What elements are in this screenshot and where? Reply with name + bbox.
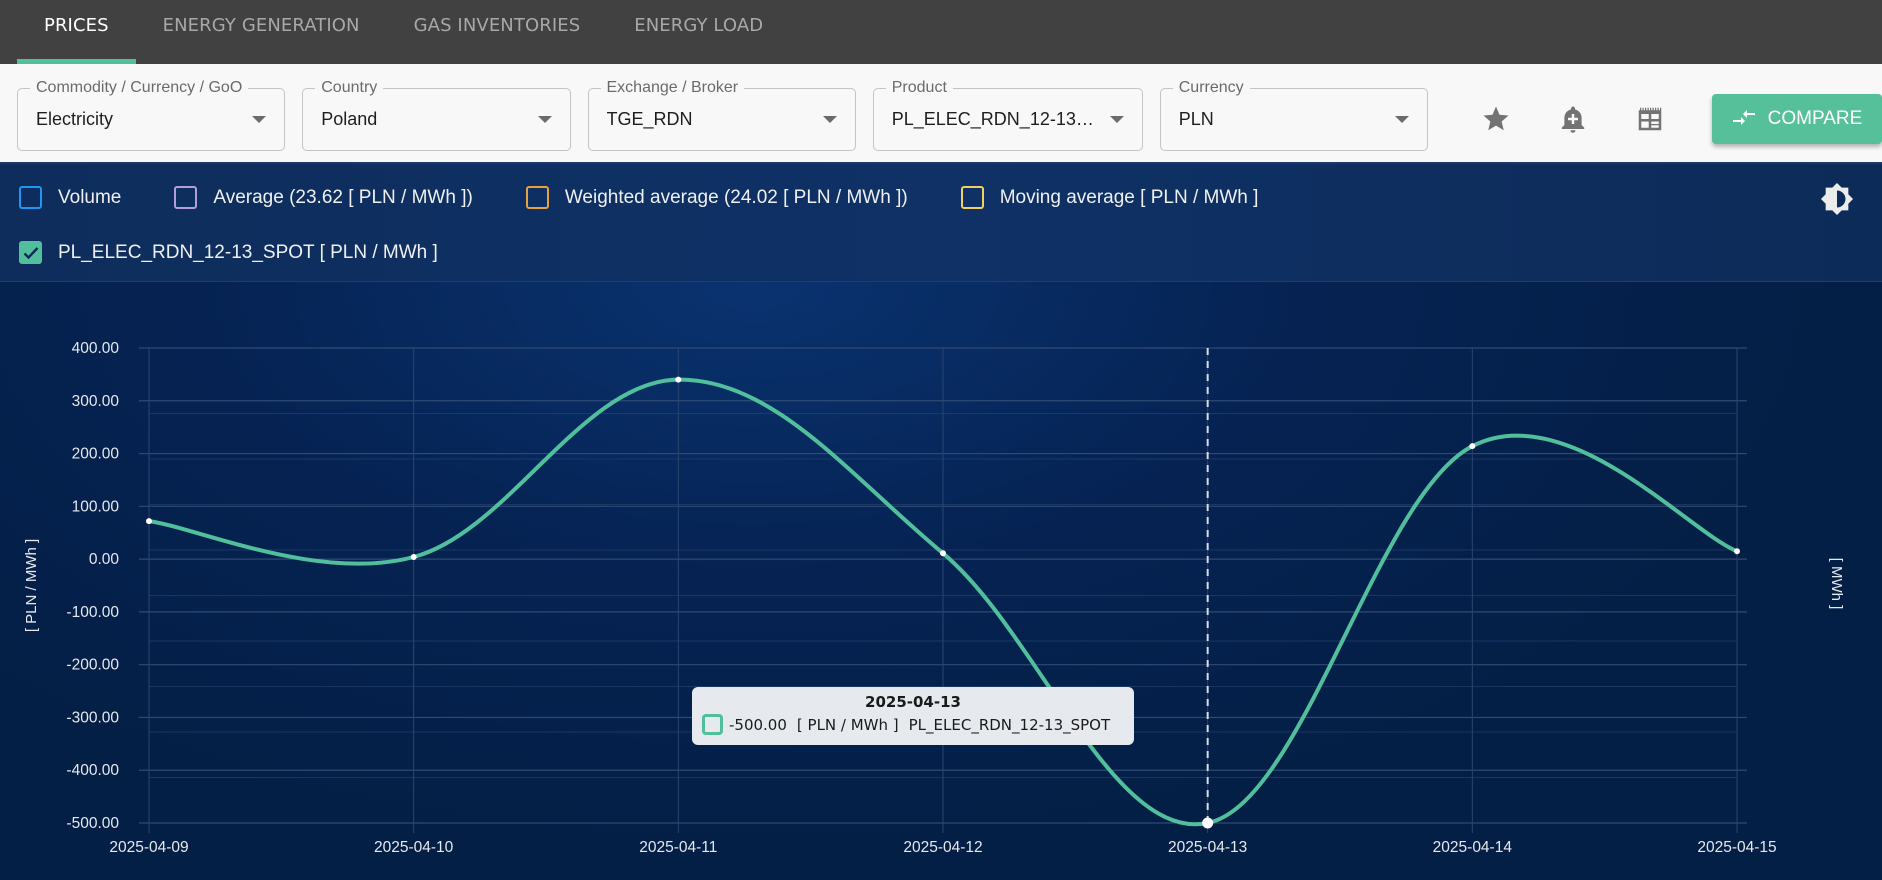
data-point[interactable] [675, 376, 682, 383]
product-label: Product [885, 78, 953, 97]
legend-label: Average (23.62 [ PLN / MWh ]) [213, 186, 473, 208]
y-tick-label: -200.00 [66, 657, 119, 674]
commodity-select[interactable]: Commodity / Currency / GoO Electricity [17, 78, 286, 151]
tab-energy-generation[interactable]: ENERGY GENERATION [162, 14, 360, 36]
chart-tooltip: 2025-04-13 -500.00 [ PLN / MWh ] PL_ELEC… [692, 687, 1134, 745]
tab-gas-inventories[interactable]: GAS INVENTORIES [413, 14, 581, 36]
y-tick-label: 300.00 [72, 393, 120, 410]
actions-group: COMPARE [1467, 94, 1882, 144]
data-point[interactable] [1202, 817, 1214, 829]
series-swatch [702, 714, 723, 735]
x-tick-label: 2025-04-10 [374, 839, 454, 856]
compare-button[interactable]: COMPARE [1712, 94, 1882, 144]
data-point[interactable] [146, 518, 152, 525]
table-layout-icon [1638, 107, 1662, 131]
star-icon [1483, 106, 1509, 131]
legend-moving-average[interactable]: Moving average [ PLN / MWh ] [960, 186, 1259, 209]
compare-arrows-icon [1732, 110, 1755, 125]
data-point[interactable] [410, 554, 417, 560]
checkbox[interactable] [19, 186, 42, 209]
favorite-button[interactable] [1467, 94, 1525, 144]
data-point[interactable] [940, 550, 946, 557]
currency-label: Currency [1172, 78, 1250, 97]
product-value: PL_ELEC_RDN_12-13_S... [891, 108, 1102, 129]
y-tick-label: -300.00 [66, 709, 119, 726]
legend-label: PL_ELEC_RDN_12-13_SPOT [ PLN / MWh ] [58, 241, 438, 263]
exchange-value: TGE_RDN [606, 108, 693, 129]
tooltip-series: PL_ELEC_RDN_12-13_SPOT [908, 715, 1111, 734]
tab-energy-load[interactable]: ENERGY LOAD [634, 14, 764, 36]
x-tick-label: 2025-04-14 [1433, 839, 1513, 856]
y-tick-label: -500.00 [66, 815, 119, 832]
y-axis-title: [ PLN / MWh ] [23, 539, 40, 632]
brightness-icon [1820, 182, 1854, 216]
bell-plus-icon [1561, 106, 1585, 133]
tooltip-value: -500.00 [729, 715, 787, 734]
x-tick-label: 2025-04-12 [903, 839, 982, 856]
chevron-down-icon [252, 115, 267, 123]
chevron-down-icon [537, 115, 552, 123]
commodity-value: Electricity [36, 108, 114, 129]
legend-label: Weighted average (24.02 [ PLN / MWh ]) [564, 186, 908, 208]
exchange-label: Exchange / Broker [600, 78, 745, 97]
data-point[interactable] [1734, 548, 1740, 555]
y-tick-label: 0.00 [89, 551, 120, 568]
table-view-button[interactable] [1621, 94, 1679, 144]
country-select[interactable]: Country Poland [302, 78, 571, 151]
currency-value: PLN [1178, 108, 1214, 129]
theme-toggle-button[interactable] [1820, 182, 1854, 216]
line-chart[interactable]: 400.00 300.00 200.00 100.00 0.00 -100.00 -200.… [0, 282, 1882, 878]
checkbox-checked[interactable] [19, 241, 42, 264]
y-tick-label: -400.00 [66, 762, 119, 779]
checkbox[interactable] [960, 186, 984, 209]
chevron-down-icon [1109, 115, 1124, 123]
check-icon [23, 246, 38, 259]
legend-label: Volume [58, 186, 122, 208]
commodity-label: Commodity / Currency / GoO [30, 78, 249, 97]
tab-prices[interactable]: PRICES [17, 0, 136, 64]
y2-axis-title: [ MWh ] [1828, 558, 1845, 610]
currency-select[interactable]: Currency PLN [1159, 78, 1428, 151]
price-chart[interactable]: 400.00 300.00 200.00 100.00 0.00 -100.00 -200.… [0, 282, 1882, 878]
x-tick-label: 2025-04-09 [109, 839, 188, 856]
country-value: Poland [321, 108, 378, 129]
y-tick-label: -100.00 [66, 604, 119, 621]
legend-weighted-average[interactable]: Weighted average (24.02 [ PLN / MWh ]) [525, 186, 908, 209]
product-select[interactable]: Product PL_ELEC_RDN_12-13_S... [872, 78, 1143, 151]
x-tick-label: 2025-04-11 [639, 839, 717, 856]
checkbox[interactable] [525, 186, 549, 209]
legend-volume[interactable]: Volume [19, 186, 121, 209]
y-tick-label: 100.00 [72, 498, 120, 515]
tooltip-date: 2025-04-13 [865, 693, 961, 711]
legend-label: Moving average [ PLN / MWh ] [999, 186, 1259, 208]
country-label: Country [315, 78, 384, 97]
tooltip-unit: [ PLN / MWh ] [796, 715, 899, 734]
exchange-select[interactable]: Exchange / Broker TGE_RDN [587, 78, 856, 151]
filter-bar: Commodity / Currency / GoO Electricity C… [0, 64, 1882, 164]
x-tick-label: 2025-04-15 [1697, 839, 1776, 856]
data-point[interactable] [1469, 443, 1476, 450]
checkbox[interactable] [174, 186, 198, 209]
legend-spot-series[interactable]: PL_ELEC_RDN_12-13_SPOT [ PLN / MWh ] [19, 241, 438, 264]
y-tick-label: 400.00 [72, 340, 120, 357]
chevron-down-icon [1395, 115, 1409, 123]
compare-label: COMPARE [1767, 108, 1863, 129]
x-tick-label: 2025-04-13 [1168, 839, 1247, 856]
legend-average[interactable]: Average (23.62 [ PLN / MWh ]) [174, 186, 473, 209]
series-legend: Volume Average (23.62 [ PLN / MWh ]) Wei… [0, 164, 1882, 282]
y-tick-label: 200.00 [72, 446, 120, 463]
chevron-down-icon [822, 115, 837, 123]
add-alert-button[interactable] [1544, 94, 1602, 144]
top-nav: PRICES ENERGY GENERATION GAS INVENTORIES… [0, 0, 1882, 64]
